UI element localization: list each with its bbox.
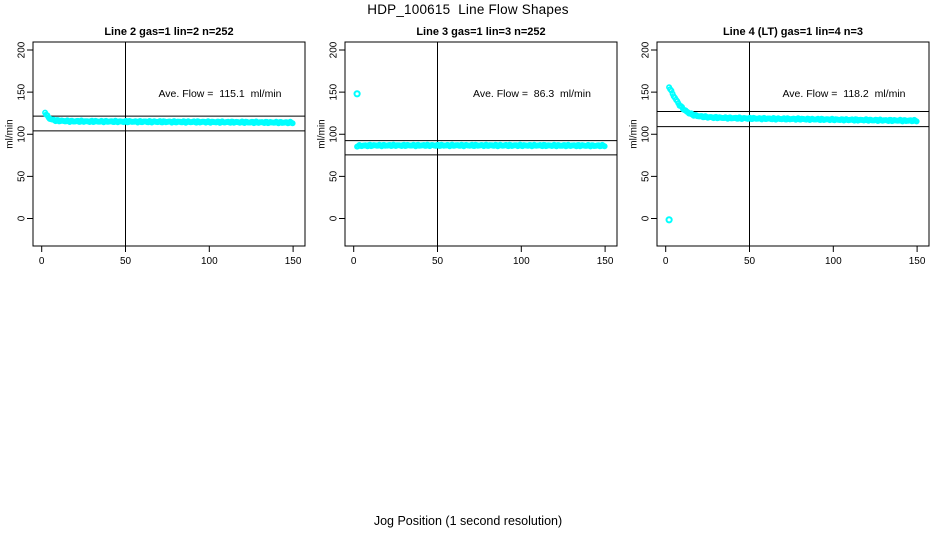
flow-point — [289, 120, 296, 127]
flow-points — [42, 109, 296, 127]
panel-title: Line 4 (LT) gas=1 lin=4 n=3 — [723, 26, 863, 38]
x-axis: 0 50 100 150 — [39, 246, 302, 267]
x-tick-label: 150 — [285, 256, 302, 267]
y-axis: 0 50 100 150 200 ml/min — [5, 41, 33, 221]
x-tick-label: 50 — [432, 256, 444, 267]
axes: 0 50 100 150 0 50 100 150 200 ml/min — [5, 41, 306, 267]
y-axis-title: ml/min — [5, 119, 16, 148]
axes: 0 50 100 150 0 50 100 150 200 ml/min — [317, 41, 618, 267]
outlier-point — [665, 216, 673, 224]
figure-title: HDP_100615 Line Flow Shapes — [367, 2, 569, 17]
y-tick-label: 150 — [329, 83, 340, 100]
y-tick-label: 0 — [329, 215, 340, 221]
outlier-point — [353, 90, 361, 98]
flow-points — [665, 84, 920, 224]
panel-line3-chart: Line 3 gas=1 lin=3 n=252 0 50 100 150 0 50 100 1… — [317, 26, 618, 267]
y-tick-label: 200 — [17, 41, 28, 58]
plot-box — [32, 41, 306, 247]
x-tick-label: 0 — [351, 256, 357, 267]
panels-row: Line 2 gas=1 lin=2 n=252 0 50 100 150 0 50 100 1… — [5, 26, 930, 267]
x-tick-label: 50 — [120, 256, 132, 267]
flow-point — [601, 143, 608, 150]
y-tick-label: 200 — [329, 41, 340, 58]
x-axis: 0 50 100 150 — [351, 246, 614, 267]
panel-title: Line 2 gas=1 lin=2 n=252 — [104, 26, 233, 38]
y-axis-title: ml/min — [317, 119, 328, 148]
y-tick-label: 50 — [329, 170, 340, 182]
y-axis-title: ml/min — [629, 119, 640, 148]
x-tick-label: 0 — [39, 256, 45, 267]
flow-point — [913, 118, 920, 125]
x-axis-label: Jog Position (1 second resolution) — [373, 514, 563, 528]
x-tick-label: 100 — [513, 256, 530, 267]
y-tick-label: 100 — [329, 125, 340, 142]
panel-title: Line 3 gas=1 lin=3 n=252 — [416, 26, 545, 38]
x-tick-label: 150 — [597, 256, 614, 267]
y-axis: 0 50 100 150 200 ml/min — [629, 41, 657, 221]
x-tick-label: 150 — [909, 256, 926, 267]
x-tick-label: 50 — [744, 256, 756, 267]
y-tick-label: 50 — [641, 170, 652, 182]
y-tick-label: 100 — [17, 125, 28, 142]
y-tick-label: 0 — [641, 215, 652, 221]
axes: 0 50 100 150 0 50 100 150 200 ml/min — [629, 41, 930, 267]
y-tick-label: 150 — [641, 83, 652, 100]
plot-box — [344, 41, 618, 247]
x-tick-label: 100 — [201, 256, 218, 267]
x-tick-label: 0 — [663, 256, 669, 267]
x-axis: 0 50 100 150 — [663, 246, 926, 267]
ave-flow-annotation: Ave. Flow = 118.2 ml/min — [782, 88, 905, 100]
panel-line4-chart: Line 4 (LT) gas=1 lin=4 n=3 0 50 100 150 0 50 1… — [629, 26, 930, 267]
flow-points — [353, 90, 608, 150]
y-tick-label: 200 — [641, 41, 652, 58]
y-tick-label: 0 — [17, 215, 28, 221]
y-tick-label: 100 — [641, 125, 652, 142]
plot-box — [656, 41, 930, 247]
y-tick-label: 150 — [17, 83, 28, 100]
y-tick-label: 50 — [17, 170, 28, 182]
ave-flow-annotation: Ave. Flow = 115.1 ml/min — [158, 88, 281, 100]
ave-flow-annotation: Ave. Flow = 86.3 ml/min — [473, 88, 591, 100]
y-axis: 0 50 100 150 200 ml/min — [317, 41, 345, 221]
x-tick-label: 100 — [825, 256, 842, 267]
panel-line2-chart: Line 2 gas=1 lin=2 n=252 0 50 100 150 0 50 100 1… — [5, 26, 306, 267]
